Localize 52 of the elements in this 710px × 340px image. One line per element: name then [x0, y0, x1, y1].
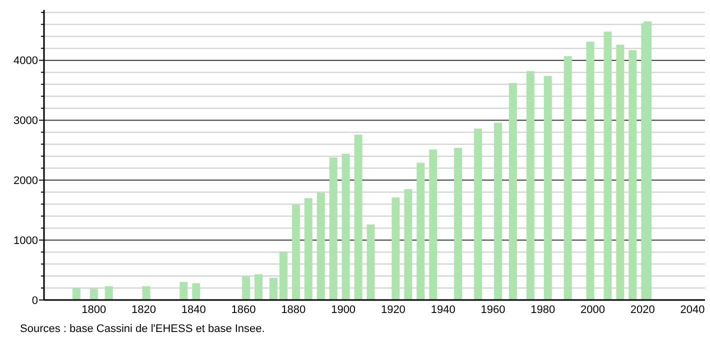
bar: [508, 83, 517, 300]
x-tick-label: 1920: [380, 304, 406, 316]
x-tick-label: 1800: [82, 304, 106, 316]
bar: [180, 282, 188, 300]
y-tick-label: 1000: [14, 234, 38, 247]
x-tick-label: 1860: [231, 304, 256, 316]
x-tick-label: 1940: [430, 304, 456, 316]
bar: [242, 276, 250, 300]
bar: [254, 274, 263, 300]
x-tick-label: 2040: [680, 304, 705, 316]
bar: [544, 76, 552, 300]
x-tick-label: 1880: [281, 304, 306, 316]
bar: [454, 148, 462, 300]
bar: [72, 288, 80, 300]
bar: [354, 134, 362, 300]
x-tick-label: 1900: [331, 304, 356, 316]
bar: [586, 42, 594, 300]
x-tick-label: 1840: [181, 304, 206, 316]
bar: [104, 286, 113, 300]
bar: [304, 198, 312, 300]
bar: [392, 198, 400, 300]
bar: [316, 192, 325, 300]
bar: [564, 56, 572, 300]
source-note: Sources : base Cassini de l'EHESS et base Insee.: [20, 323, 265, 335]
bar: [604, 32, 612, 300]
bar: [269, 278, 278, 300]
bar: [342, 154, 350, 300]
x-tick-label: 1960: [480, 304, 506, 316]
bar: [192, 283, 200, 300]
bar: [404, 189, 412, 300]
x-tick-label: 2020: [630, 304, 655, 316]
x-tick-label: 1980: [530, 304, 556, 316]
y-tick-label: 4000: [14, 55, 38, 68]
bar: [292, 204, 300, 300]
bar: [644, 21, 652, 300]
bar: [616, 44, 624, 300]
bar: [329, 157, 338, 300]
bar: [279, 251, 288, 300]
y-tick-label: 3000: [14, 115, 38, 128]
bar: [474, 128, 482, 300]
bar: [142, 286, 150, 300]
y-tick-label: 0: [32, 294, 38, 307]
bar: [429, 150, 438, 300]
bar: [628, 50, 637, 300]
x-tick-label: 1820: [132, 304, 156, 316]
bar: [526, 71, 534, 300]
bar: [416, 162, 425, 300]
bar: [366, 224, 375, 300]
bar: [494, 122, 502, 300]
y-tick-label: 2000: [14, 175, 38, 188]
x-tick-label: 2000: [580, 304, 605, 316]
bar: [90, 288, 98, 300]
